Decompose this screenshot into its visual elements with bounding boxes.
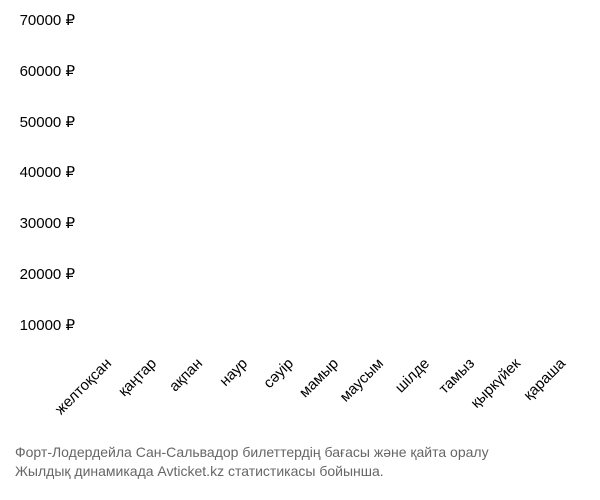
bars-group [80, 20, 580, 350]
bar [86, 281, 120, 350]
bar [131, 320, 165, 350]
plot-area [80, 20, 580, 350]
x-tick-label: мамыр [296, 355, 342, 401]
bar [449, 243, 483, 350]
bar [404, 172, 438, 350]
y-axis: 10000 ₽ 20000 ₽ 30000 ₽ 40000 ₽ 50000 ₽ 60000… [10, 20, 75, 350]
caption-line-1: Форт-Лодердейла Сан-Сальвадор билеттерді… [15, 443, 489, 463]
x-tick-label: тамыз [436, 355, 478, 397]
y-tick-label: 60000 ₽ [10, 62, 75, 80]
y-tick-label: 10000 ₽ [10, 316, 75, 334]
x-tick-label: сәуір [260, 355, 297, 392]
x-tick-label: наур [216, 355, 251, 390]
x-tick-label: қаңтар [115, 355, 160, 400]
bar [495, 254, 529, 350]
caption-block: Форт-Лодердейла Сан-Сальвадор билеттерді… [15, 443, 489, 482]
bar [313, 309, 347, 350]
x-tick-label: желтоқсан [52, 355, 115, 418]
bar [358, 193, 392, 350]
y-tick-label: 20000 ₽ [10, 265, 75, 283]
bar [540, 68, 574, 350]
x-tick-label: маусым [337, 355, 388, 406]
x-axis-labels: желтоқсанқаңтарақпаннаурсәуірмамырмаусым… [80, 355, 580, 455]
x-tick-label: шілде [392, 355, 433, 396]
y-tick-label: 70000 ₽ [10, 11, 75, 29]
y-tick-label: 50000 ₽ [10, 113, 75, 131]
x-tick-label: қыркүйек [467, 355, 524, 412]
bar [268, 261, 302, 350]
y-tick-label: 40000 ₽ [10, 163, 75, 181]
x-tick-label: қараша [521, 355, 570, 404]
y-tick-label: 30000 ₽ [10, 214, 75, 232]
bar [177, 320, 211, 350]
bar [222, 287, 256, 350]
caption-line-2: Жылдық динамикада Avticket.kz статистика… [15, 462, 489, 482]
x-tick-label: ақпан [166, 355, 206, 395]
chart-container: 10000 ₽20000 ₽30000 ₽40000 ₽50000 ₽60000… [80, 20, 580, 350]
